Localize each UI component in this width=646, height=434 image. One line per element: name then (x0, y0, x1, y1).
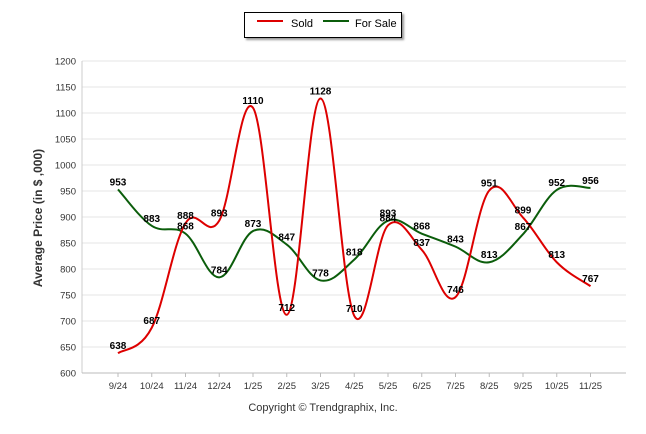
data-label-sold: 767 (582, 274, 599, 285)
x-tick-label: 8/25 (480, 381, 499, 392)
y-tick-label: 1150 (56, 83, 76, 94)
data-label-for-sale: 883 (143, 214, 160, 225)
y-tick-label: 900 (60, 213, 76, 224)
y-tick-label: 1050 (55, 135, 76, 146)
data-label-sold: 951 (481, 178, 498, 189)
x-tick-label: 4/25 (345, 381, 364, 392)
data-label-sold: 893 (211, 209, 228, 220)
x-tick-label: 9/25 (514, 381, 533, 392)
series-line-sold (117, 97, 592, 355)
y-axis-title: Average Price (in $ ,000) (31, 148, 45, 288)
data-label-for-sale: 843 (447, 235, 464, 246)
x-tick-label: 10/24 (140, 381, 164, 392)
data-label-for-sale: 953 (110, 177, 127, 188)
y-tick-label: 1000 (55, 161, 76, 172)
data-label-for-sale: 952 (548, 178, 565, 189)
data-label-sold: 837 (413, 238, 430, 249)
x-tick-label: 11/25 (579, 381, 602, 392)
y-tick-label: 700 (60, 317, 76, 328)
y-axis-ticks: 600 650 700 750 800 850 900 950 1000 1050 1100 1150… (55, 57, 76, 380)
y-tick-label: 800 (60, 265, 76, 276)
data-label-for-sale: 868 (413, 222, 430, 233)
copyright-footer: Copyright © Trendgraphix, Inc. (248, 402, 398, 414)
gridlines (81, 60, 626, 374)
x-tick-label: 2/25 (278, 381, 297, 392)
y-tick-label: 650 (60, 343, 76, 354)
data-label-for-sale: 893 (380, 209, 397, 220)
y-tick-label: 600 (60, 369, 76, 380)
data-label-for-sale: 784 (211, 265, 228, 276)
data-label-sold: 884 (380, 213, 397, 224)
data-label-for-sale: 778 (312, 268, 329, 279)
legend: Sold For Sale (244, 12, 402, 38)
x-tick-label: 12/24 (207, 381, 231, 392)
y-tick-label: 1100 (56, 109, 76, 120)
data-label-sold: 712 (278, 303, 295, 314)
data-label-for-sale: 813 (481, 250, 498, 261)
data-labels: 638 687 888 893 1110 712 1128 710 884 837 746 951 89… (110, 86, 600, 352)
data-label-sold: 813 (548, 250, 565, 261)
x-tick-label: 9/24 (109, 381, 128, 392)
legend-label-sold: Sold (291, 18, 314, 30)
legend-swatch-for-sale (323, 20, 349, 22)
x-tick-label: 3/25 (311, 381, 330, 392)
x-tick-label: 10/25 (545, 381, 569, 392)
legend-swatch-sold (257, 20, 283, 22)
data-label-for-sale: 868 (177, 222, 194, 233)
data-label-for-sale: 867 (515, 222, 532, 233)
legend-label-for-sale: For Sale (355, 18, 397, 30)
data-label-for-sale: 847 (278, 233, 295, 244)
x-tick-label: 7/25 (446, 381, 465, 392)
x-tick-label: 5/25 (379, 381, 398, 392)
x-tick-label: 1/25 (244, 381, 263, 392)
data-label-sold: 1110 (242, 96, 264, 107)
data-label-sold: 638 (110, 341, 127, 352)
y-tick-label: 850 (60, 239, 76, 250)
data-label-for-sale: 873 (245, 219, 262, 230)
y-tick-label: 950 (60, 187, 76, 198)
data-label-sold: 1128 (310, 86, 332, 97)
series-line-for-sale (117, 184, 591, 282)
y-tick-label: 750 (60, 291, 76, 302)
data-label-sold: 888 (177, 211, 194, 222)
x-tick-label: 6/25 (413, 381, 432, 392)
x-tick-label: 11/24 (174, 381, 197, 392)
x-axis-ticks: 9/24 10/24 11/24 12/24 1/25 2/25 3/25 4/25 5/25 6… (109, 373, 602, 392)
y-tick-label: 1200 (55, 57, 76, 68)
data-label-sold: 746 (447, 285, 464, 296)
data-label-for-sale: 956 (582, 176, 599, 187)
data-label-sold: 899 (515, 206, 532, 217)
data-label-sold: 710 (346, 304, 363, 315)
series-lines (117, 97, 592, 355)
data-label-for-sale: 818 (346, 248, 363, 259)
data-label-sold: 687 (143, 316, 160, 327)
